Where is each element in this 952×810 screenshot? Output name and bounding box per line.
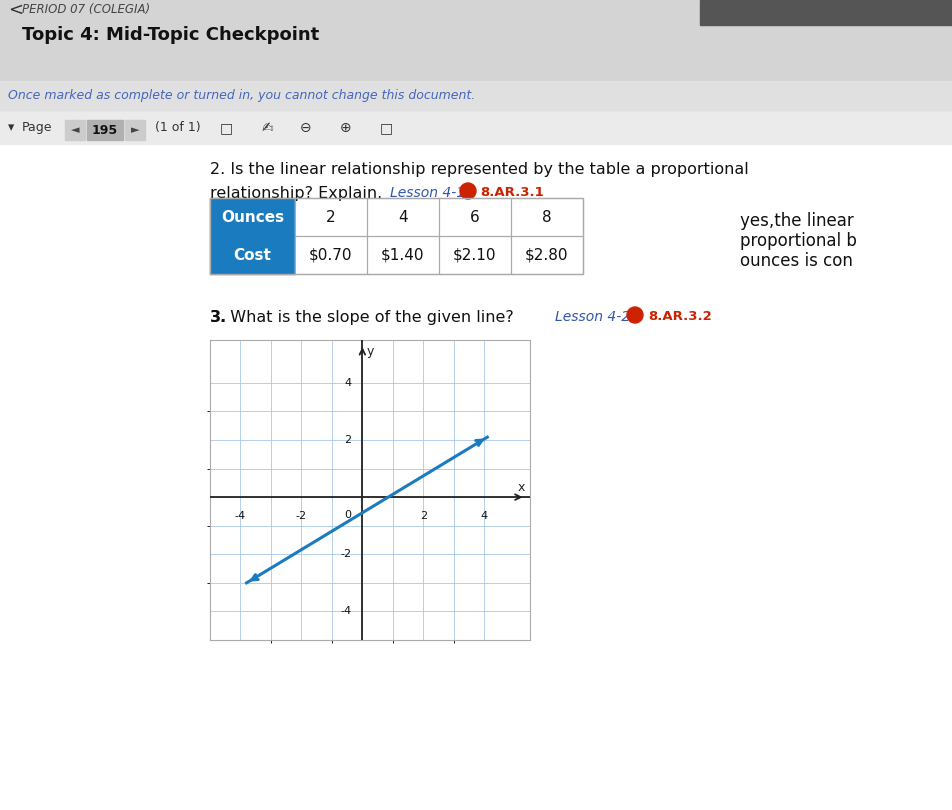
Text: Lesson 4-1: Lesson 4-1 [390, 186, 466, 200]
Bar [511, 198, 583, 236]
Bar [511, 198, 583, 236]
Bar [367, 198, 439, 236]
Text: $2.10: $2.10 [453, 248, 497, 262]
Text: ►: ► [130, 125, 139, 135]
Text: 195: 195 [92, 123, 118, 137]
Text: 8.AR.3.1: 8.AR.3.1 [480, 186, 544, 199]
Text: $2.80: $2.80 [526, 248, 568, 262]
Bar [125, 120, 145, 140]
Text: Cost: Cost [233, 248, 271, 262]
Bar [439, 198, 511, 236]
Text: 3. What is the slope of the given line?: 3. What is the slope of the given line? [210, 310, 514, 325]
Bar [210, 198, 295, 236]
Text: relationship? Explain.: relationship? Explain. [210, 186, 392, 201]
Text: ◄: ◄ [70, 125, 79, 135]
Bar [367, 198, 439, 236]
Text: 2: 2 [420, 511, 426, 522]
Text: 0: 0 [345, 510, 351, 520]
Text: -4: -4 [235, 511, 246, 522]
Bar [439, 236, 511, 274]
Text: 8.AR.3.2: 8.AR.3.2 [648, 310, 712, 323]
Text: ounces is con: ounces is con [740, 252, 853, 270]
Bar [367, 236, 439, 274]
Text: $1.40: $1.40 [381, 248, 425, 262]
Text: Page: Page [22, 122, 52, 134]
Text: 4: 4 [481, 511, 487, 522]
Bar [511, 236, 583, 274]
Circle shape [460, 183, 476, 199]
Text: 8: 8 [543, 210, 552, 224]
Bar [295, 236, 367, 274]
Bar [439, 236, 511, 274]
Text: (1 of 1): (1 of 1) [155, 122, 201, 134]
Text: 2: 2 [345, 435, 351, 445]
Text: ⊕: ⊕ [340, 121, 351, 135]
Text: Once marked as complete or turned in, you cannot change this document.: Once marked as complete or turned in, yo… [8, 89, 475, 103]
Text: $0.70: $0.70 [309, 248, 353, 262]
Bar [700, 0, 952, 25]
Bar [511, 236, 583, 274]
Text: 4: 4 [345, 377, 351, 388]
Text: Ounces: Ounces [221, 210, 284, 224]
Bar [87, 120, 123, 140]
Text: -2: -2 [341, 549, 351, 559]
Text: ⊖: ⊖ [300, 121, 311, 135]
Text: 6: 6 [470, 210, 480, 224]
Text: -2: -2 [296, 511, 307, 522]
Text: 4: 4 [398, 210, 407, 224]
Text: 2: 2 [327, 210, 336, 224]
Text: proportional b: proportional b [740, 232, 857, 250]
Text: <: < [8, 1, 23, 19]
Text: Lesson 4-2: Lesson 4-2 [555, 310, 630, 324]
Bar [65, 120, 85, 140]
Text: 2. Is the linear relationship represented by the table a proportional: 2. Is the linear relationship represente… [210, 162, 749, 177]
Text: PERIOD 07 (COLEGIA): PERIOD 07 (COLEGIA) [22, 3, 150, 16]
Bar [295, 198, 367, 236]
Bar [0, 112, 952, 144]
Text: 3.: 3. [210, 310, 228, 325]
Text: ▾: ▾ [8, 122, 14, 134]
Bar [0, 82, 952, 110]
Bar [367, 236, 439, 274]
Bar [295, 198, 367, 236]
Text: ●: ● [465, 188, 471, 194]
Text: yes,the linear: yes,the linear [740, 212, 854, 230]
Text: Topic 4: Mid-Topic Checkpoint: Topic 4: Mid-Topic Checkpoint [22, 26, 319, 44]
Text: x: x [517, 480, 525, 493]
Bar [0, 0, 952, 80]
Bar [439, 198, 511, 236]
Text: □: □ [220, 121, 233, 135]
Bar [210, 236, 295, 274]
Text: ✍: ✍ [262, 121, 273, 135]
Bar [210, 198, 583, 274]
Text: -4: -4 [341, 607, 351, 616]
Bar [295, 236, 367, 274]
Bar [0, 144, 952, 810]
Circle shape [627, 307, 643, 323]
Text: □: □ [380, 121, 393, 135]
Text: y: y [367, 345, 374, 358]
